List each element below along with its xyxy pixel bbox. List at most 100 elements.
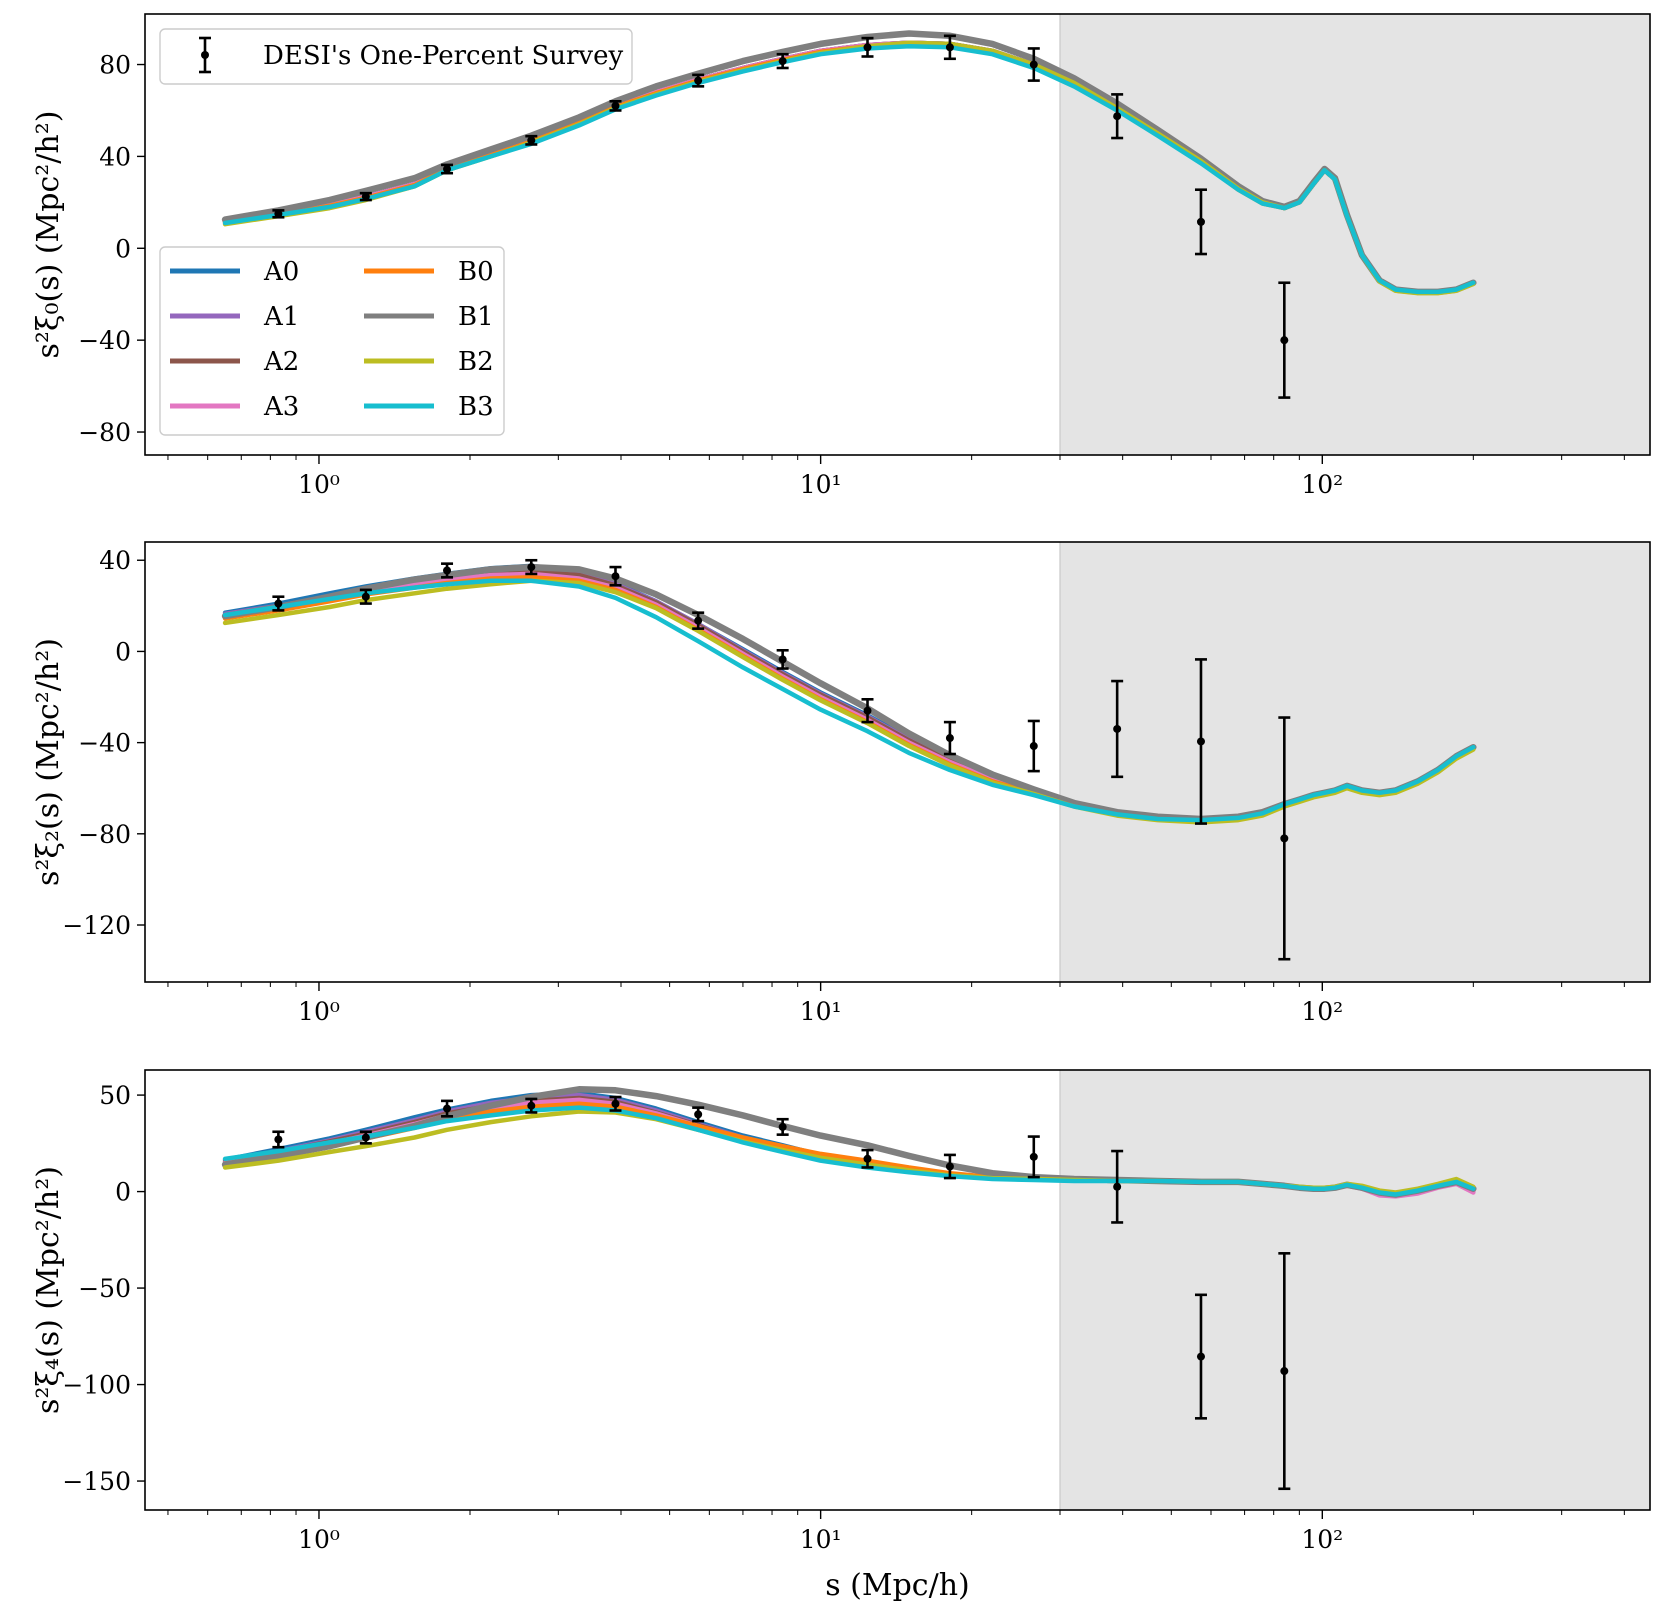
x-tick-label: 10⁰ bbox=[298, 997, 340, 1026]
y-tick-label: −40 bbox=[78, 326, 131, 355]
data-point bbox=[1196, 737, 1205, 746]
data-point bbox=[611, 1099, 620, 1108]
legend-desi: DESI's One-Percent Survey bbox=[159, 28, 633, 85]
series-line-b3 bbox=[222, 578, 1476, 823]
shaded-region bbox=[1059, 542, 1650, 982]
data-point bbox=[443, 566, 452, 575]
data-point bbox=[361, 1133, 370, 1142]
errorbar-point-3 bbox=[525, 134, 538, 146]
y-tick-label: 0 bbox=[115, 637, 131, 666]
errorbar-point-11 bbox=[1194, 1293, 1207, 1420]
data-point bbox=[1113, 724, 1122, 733]
data-point bbox=[361, 592, 370, 601]
legend-label-desi: DESI's One-Percent Survey bbox=[263, 41, 624, 71]
errorbar-point-5 bbox=[692, 1106, 705, 1123]
errorbar-points bbox=[272, 1095, 1291, 1491]
errorbar-point-10 bbox=[1111, 93, 1124, 140]
panel-xi0: 80 40 0 −40 −80 10⁰ 10¹ 10² s²ξ₀(s) (Mpc²/h²) DES… bbox=[31, 13, 1651, 499]
errorbar-point-6 bbox=[776, 52, 789, 70]
errorbar-point-12 bbox=[1278, 281, 1291, 399]
errorbar-point-7 bbox=[861, 698, 874, 724]
data-point bbox=[1029, 60, 1038, 69]
data-point bbox=[1029, 1152, 1038, 1161]
model-curves bbox=[221, 563, 1477, 825]
legend-label-b0: B0 bbox=[458, 257, 494, 287]
data-point bbox=[863, 1154, 872, 1163]
x-tick-label: 10² bbox=[1301, 997, 1343, 1026]
x-minor-ticks bbox=[167, 982, 1625, 987]
x-tick-label: 10¹ bbox=[800, 997, 842, 1026]
y-tick-label: −50 bbox=[78, 1274, 131, 1303]
errorbar-point-4 bbox=[609, 1095, 622, 1112]
errorbar-point-1 bbox=[359, 191, 372, 202]
data-point bbox=[945, 43, 954, 52]
data-point bbox=[1280, 834, 1289, 843]
data-point bbox=[1280, 1367, 1289, 1376]
panel-xi2: 40 0 −40 −80 −120 10⁰ 10¹ 10² s²ξ₂(s) (Mpc²/h²) bbox=[31, 541, 1651, 1026]
y-tick-label: 50 bbox=[99, 1081, 131, 1110]
data-point bbox=[863, 706, 872, 715]
errorbar-point-8 bbox=[943, 34, 956, 61]
y-tick-label: −100 bbox=[62, 1371, 131, 1400]
errorbar-point-0 bbox=[272, 1130, 285, 1149]
data-point bbox=[361, 192, 370, 201]
errorbar-points bbox=[272, 558, 1291, 961]
errorbar-points bbox=[272, 34, 1291, 399]
data-point bbox=[863, 43, 872, 52]
errorbar-point-10 bbox=[1111, 1149, 1124, 1224]
data-point bbox=[945, 1162, 954, 1171]
legend-label-a3: A3 bbox=[263, 392, 299, 422]
y-tick-label: −150 bbox=[62, 1467, 131, 1496]
x-tick-label: 10¹ bbox=[800, 1525, 842, 1554]
legend-label-b2: B2 bbox=[458, 347, 494, 377]
x-tick-label: 10² bbox=[1301, 1525, 1343, 1554]
errorbar-point-12 bbox=[1278, 1252, 1291, 1491]
errorbar-point-2 bbox=[441, 1099, 454, 1118]
legend-label-a1: A1 bbox=[263, 302, 299, 332]
data-point bbox=[694, 76, 703, 85]
y-axis-label: s²ξ₂(s) (Mpc²/h²) bbox=[31, 638, 66, 886]
legend-label-b1: B1 bbox=[458, 302, 494, 332]
errorbar-point-9 bbox=[1027, 1135, 1040, 1179]
errorbar-point-8 bbox=[943, 720, 956, 756]
y-tick-label: 80 bbox=[99, 51, 131, 80]
y-tick-label: −120 bbox=[62, 911, 131, 940]
errorbar-point-11 bbox=[1194, 188, 1207, 256]
errorbar-point-11 bbox=[1194, 658, 1207, 825]
errorbar-point-3 bbox=[525, 558, 538, 576]
y-tick-label: −40 bbox=[78, 729, 131, 758]
errorbar-point-3 bbox=[525, 1097, 538, 1114]
data-point bbox=[778, 655, 787, 664]
data-point bbox=[694, 1110, 703, 1119]
errorbar-point-2 bbox=[441, 562, 454, 579]
errorbar-point-1 bbox=[359, 1130, 372, 1145]
data-point bbox=[1113, 112, 1122, 121]
data-point bbox=[527, 136, 536, 145]
errorbar-point-10 bbox=[1111, 679, 1124, 779]
errorbar-point-7 bbox=[861, 36, 874, 58]
data-point bbox=[1029, 742, 1038, 751]
legend-label-a0: A0 bbox=[263, 257, 299, 287]
y-axis-label: s²ξ₄(s) (Mpc²/h²) bbox=[31, 1166, 66, 1414]
data-point bbox=[945, 734, 954, 743]
errorbar-point-1 bbox=[359, 588, 372, 605]
x-tick-label: 10¹ bbox=[800, 470, 842, 499]
plot-frame bbox=[144, 13, 1651, 456]
data-point bbox=[527, 1101, 536, 1110]
errorbar-point-4 bbox=[609, 565, 622, 587]
y-tick-label: −80 bbox=[78, 418, 131, 447]
data-point bbox=[1196, 217, 1205, 226]
errorbar-point-12 bbox=[1278, 716, 1291, 961]
y-axis-label: s²ξ₀(s) (Mpc²/h²) bbox=[31, 111, 66, 359]
plot-frame bbox=[144, 1069, 1651, 1511]
data-point bbox=[443, 1104, 452, 1113]
x-minor-ticks bbox=[167, 455, 1625, 460]
legend-box bbox=[159, 246, 505, 436]
legend-label-a2: A2 bbox=[263, 347, 299, 377]
data-point bbox=[1113, 1182, 1122, 1191]
errorbar-point-6 bbox=[776, 648, 789, 670]
errorbar-point-9 bbox=[1027, 719, 1040, 773]
data-point bbox=[527, 563, 536, 572]
legend-models: A0 A1 A2 A3 B0 B1 B2 B3 bbox=[159, 246, 505, 436]
